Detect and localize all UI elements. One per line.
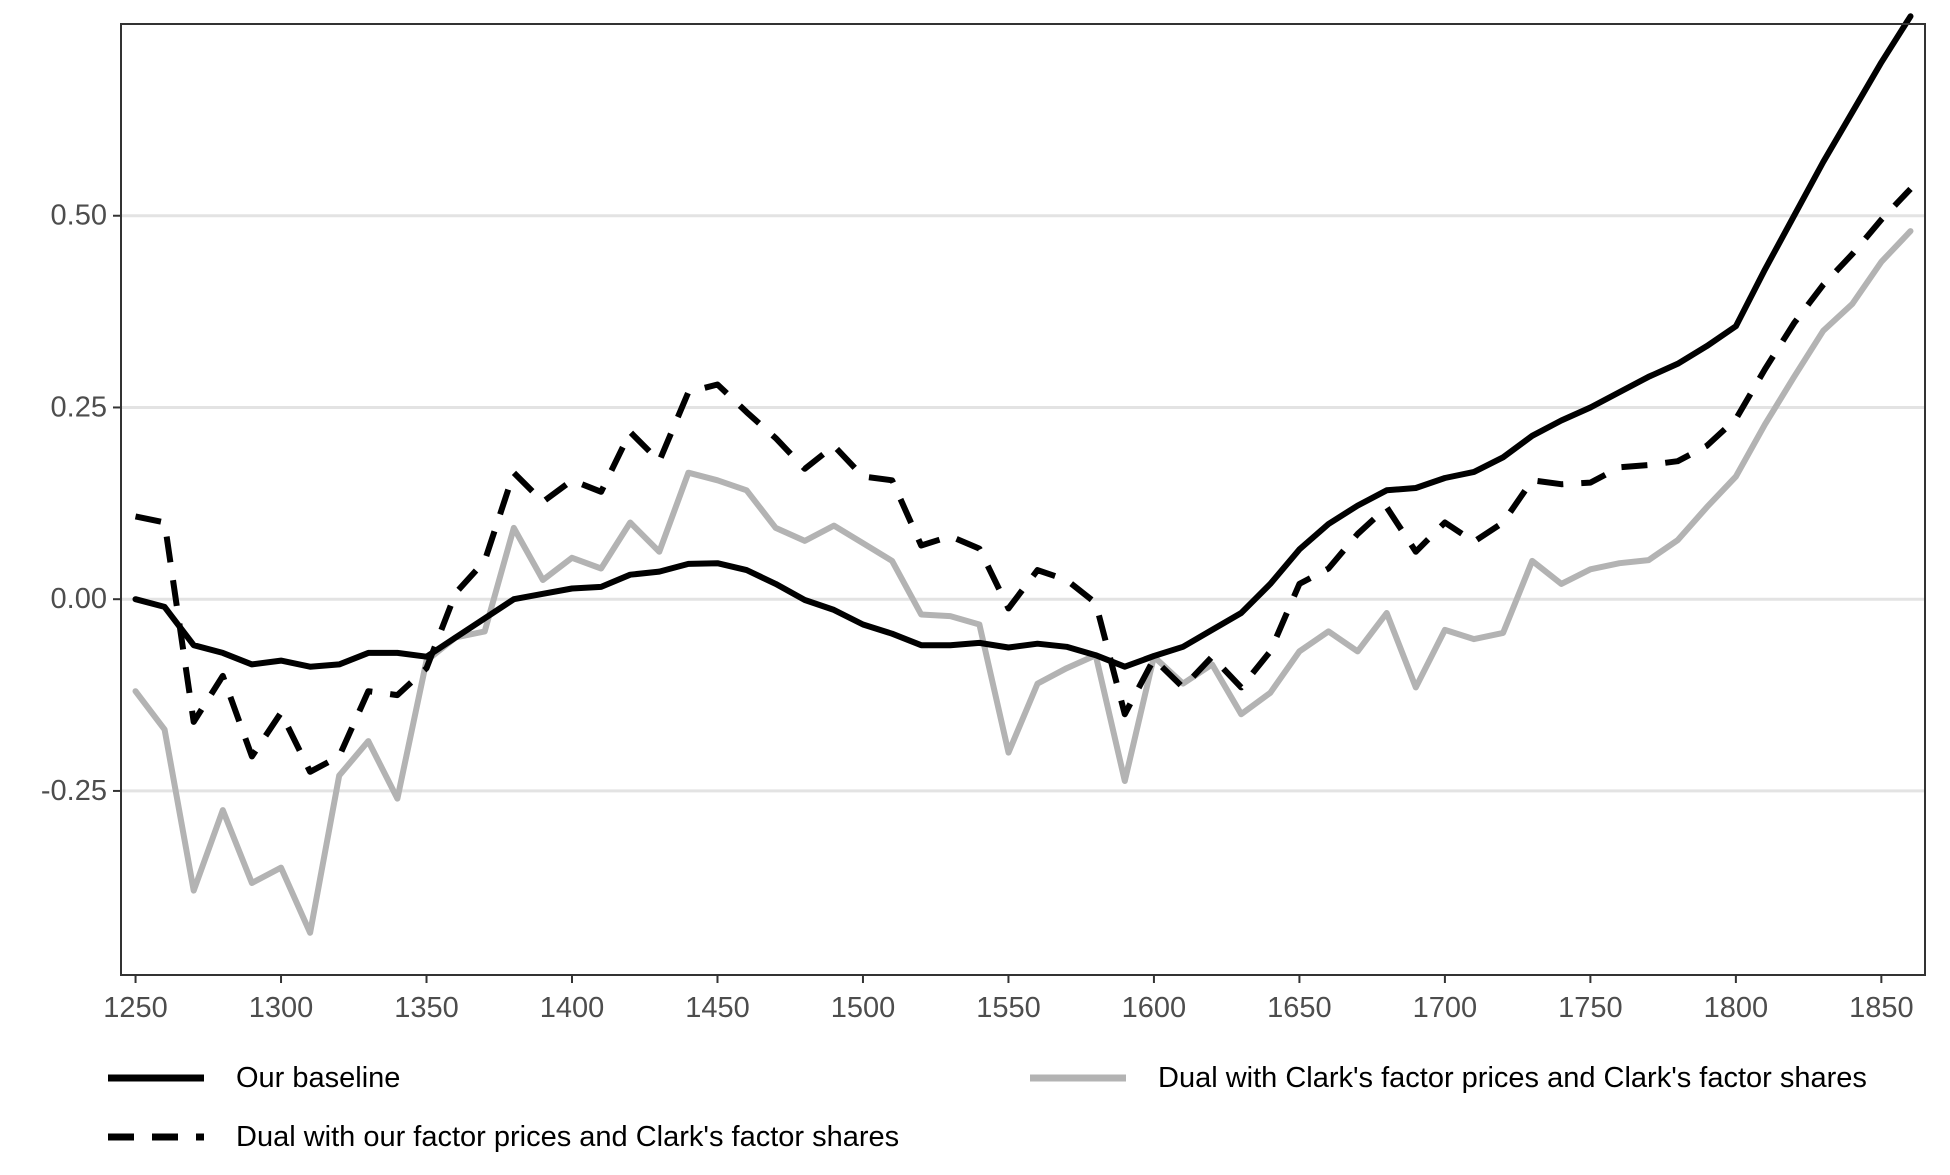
x-tick-label: 1650 [1267, 992, 1332, 1024]
x-tick-label: 1500 [831, 992, 896, 1024]
x-tick-label: 1350 [394, 992, 459, 1024]
y-tick-label: 0.25 [51, 391, 107, 423]
gridlines [121, 214, 1925, 793]
x-tick-label: 1400 [540, 992, 605, 1024]
y-tick-label: -0.25 [41, 775, 107, 807]
y-axis: -0.25 0.00 0.25 0.50 [41, 200, 121, 807]
x-tick-label: 1600 [1122, 992, 1187, 1024]
legend: Our baseline Dual with Clark's factor pri… [108, 1062, 1867, 1153]
x-tick-label: 1750 [1558, 992, 1623, 1024]
x-tick-label: 1800 [1704, 992, 1769, 1024]
legend-label: Our baseline [236, 1062, 400, 1094]
plot-border [120, 23, 1926, 976]
legend-label: Dual with our factor prices and Clark's … [236, 1121, 899, 1153]
x-tick-label: 1300 [249, 992, 314, 1024]
x-tick-label: 1550 [976, 992, 1041, 1024]
series-lines [132, 13, 1914, 936]
y-tick-label: 0.50 [51, 200, 107, 232]
x-tick-label: 1250 [103, 992, 168, 1024]
series-line-our-baseline [132, 13, 1914, 670]
x-tick-label: 1700 [1413, 992, 1478, 1024]
x-axis: 1250 1300 1350 1400 1450 1500 1550 1600 1650 1700… [103, 975, 1914, 1024]
x-tick-label: 1450 [685, 992, 750, 1024]
x-tick-label: 1850 [1849, 992, 1914, 1024]
legend-label: Dual with Clark's factor prices and Clar… [1158, 1062, 1867, 1094]
y-tick-label: 0.00 [51, 583, 107, 615]
